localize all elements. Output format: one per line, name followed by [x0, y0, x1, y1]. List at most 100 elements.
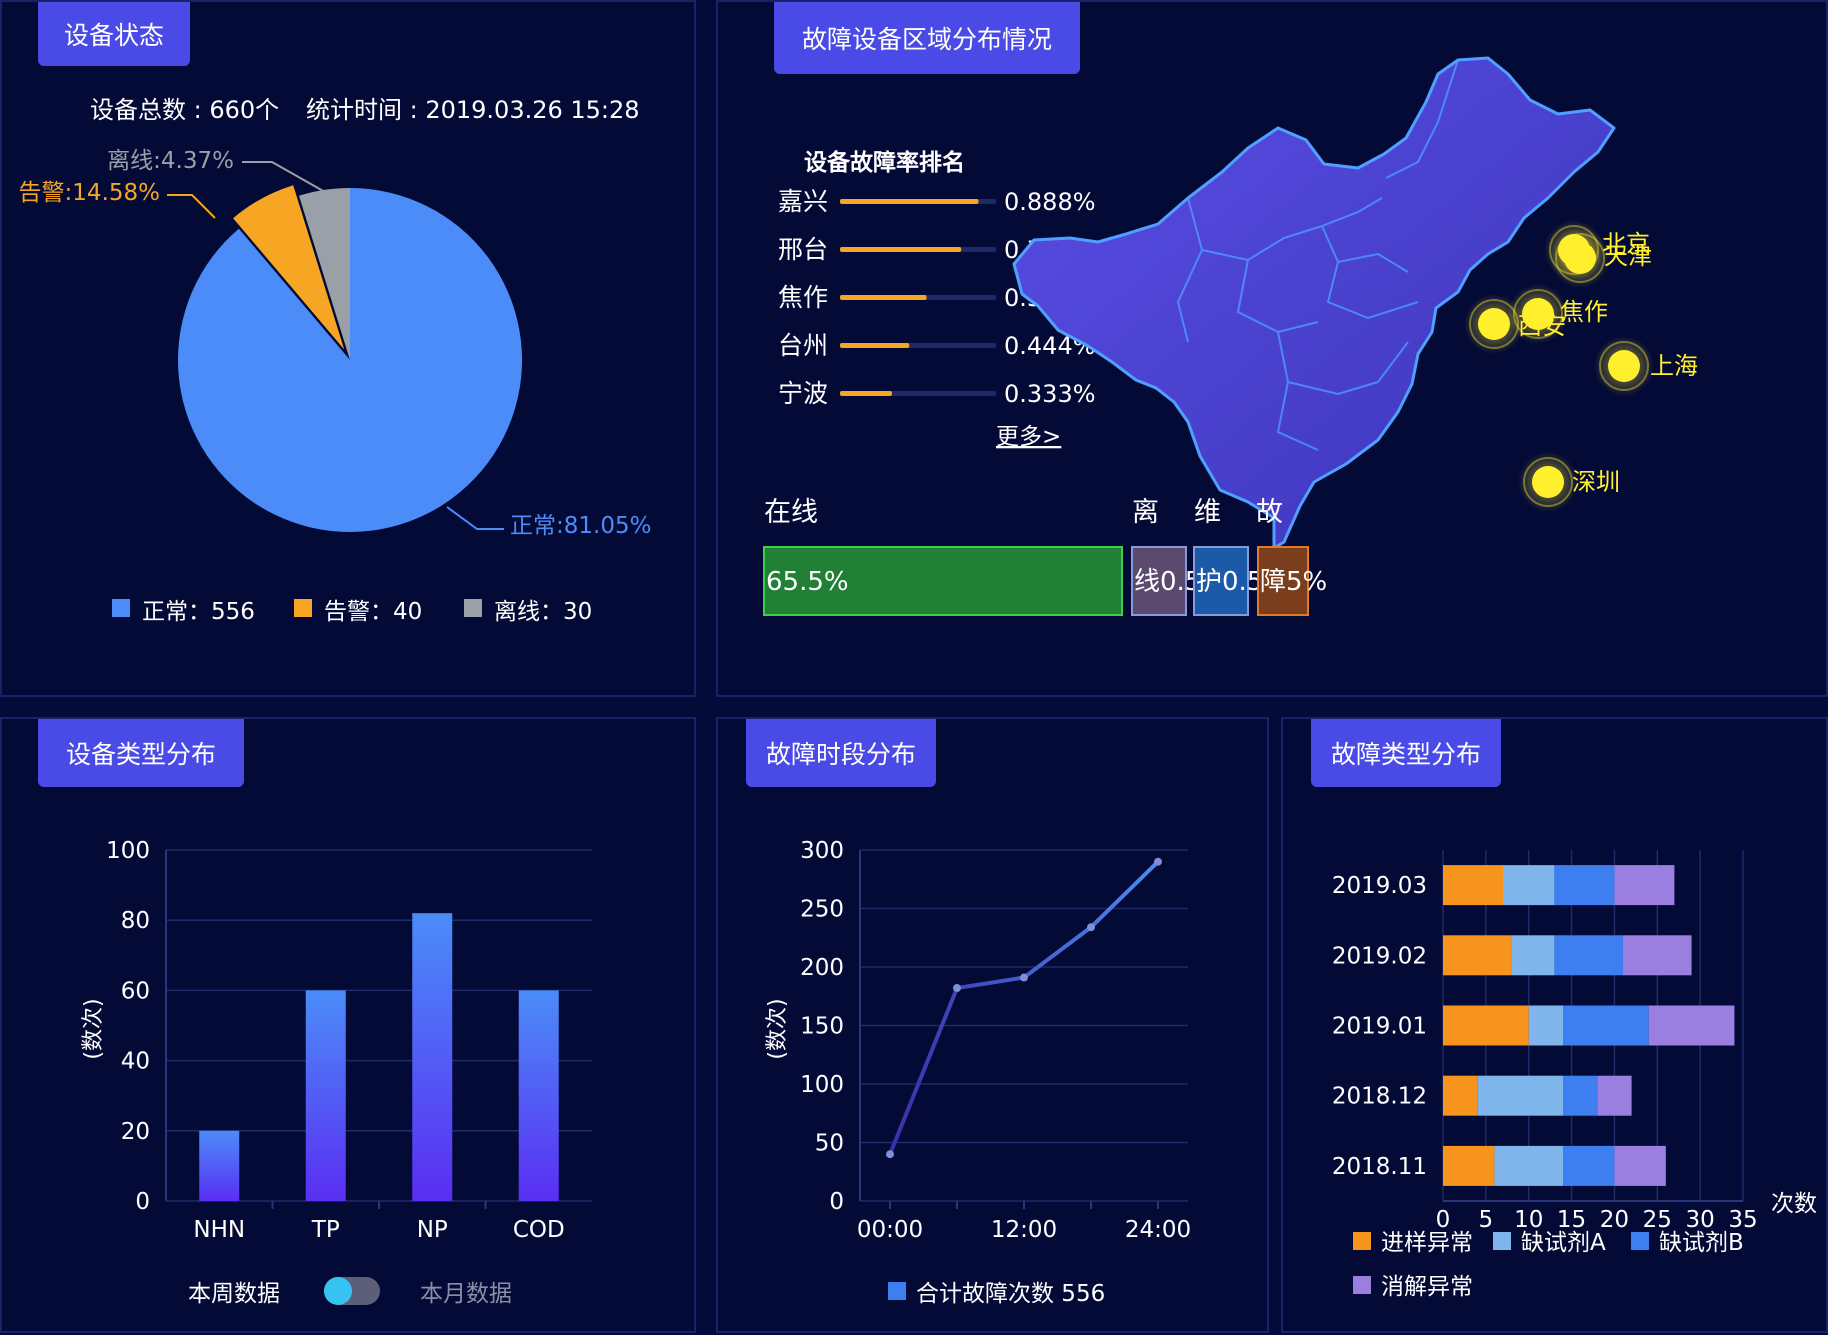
stacked-bar-segment[interactable] [1554, 865, 1615, 906]
stacked-bar-segment[interactable] [1614, 865, 1675, 906]
y-tick: 200 [800, 955, 844, 981]
stacked-bar-segment[interactable] [1563, 1145, 1615, 1186]
status-segment[interactable] [763, 546, 1123, 616]
city-dot[interactable] [1608, 350, 1640, 382]
series-line [888, 860, 1160, 1155]
stacked-bar-segment[interactable] [1614, 1145, 1666, 1186]
stacked-bar-segment[interactable] [1563, 1005, 1649, 1046]
y-tick: 2019.02 [1332, 943, 1427, 969]
stacked-bar-segment[interactable] [1477, 1075, 1563, 1116]
pie-slice-normal[interactable] [178, 188, 523, 532]
y-tick: 100 [800, 1072, 844, 1098]
toggle-label-month[interactable]: 本月数据 [420, 1281, 512, 1307]
slice-label-offline: 离线:4.37% [107, 148, 234, 174]
x-tick: TP [311, 1217, 340, 1243]
y-tick: 100 [106, 838, 150, 864]
pie-slice-alarm[interactable] [233, 185, 345, 350]
city-dot[interactable] [1532, 466, 1564, 498]
x-tick: 00:00 [857, 1217, 923, 1243]
bar[interactable] [518, 990, 559, 1201]
y-tick: 2019.03 [1332, 873, 1427, 899]
legend-alarm: 告警：40 [324, 599, 422, 625]
ranking-city: 宁波 [778, 379, 828, 408]
status-bar-label-maintain: 维 [1194, 497, 1221, 528]
slice-label-alarm: 告警:14.58% [19, 180, 160, 206]
y-tick: 250 [800, 897, 844, 923]
stacked-bar-segment[interactable] [1648, 1005, 1735, 1046]
week-month-toggle[interactable] [324, 1277, 380, 1305]
status-segment[interactable] [1257, 546, 1309, 616]
ranking-bar [840, 247, 962, 252]
y-tick: 2018.12 [1332, 1084, 1427, 1110]
city-dot[interactable] [1564, 242, 1596, 274]
y-tick: 60 [121, 978, 150, 1004]
x-tick: 10 [1514, 1207, 1543, 1233]
slice-label-normal: 正常:81.05% [510, 513, 651, 539]
stacked-bar-segment[interactable] [1563, 1075, 1598, 1116]
pie-slice-offline[interactable] [298, 188, 350, 360]
device-type-bar-chart: 0 20 40 60 80 100 NHN TP NP COD (数次) 本周数据 本月数据 [81, 838, 592, 1307]
stacked-bar-segment[interactable] [1597, 1075, 1632, 1116]
toggle-knob[interactable] [324, 1277, 352, 1305]
x-axis-unit: 次数 [1771, 1191, 1817, 1217]
legend-item[interactable]: 消解异常 [1381, 1274, 1473, 1300]
city-dot[interactable] [1478, 308, 1510, 340]
ranking-bar [840, 391, 892, 396]
map-province-lines [1176, 59, 1459, 451]
fault-time-panel: 故障时段分布 0 50 100 150 200 250 300 00:00 12:00 24:00… [716, 717, 1269, 1333]
bar[interactable] [199, 1130, 240, 1201]
city-ring [1523, 457, 1573, 507]
y-tick: 2019.01 [1332, 1014, 1427, 1040]
stat-time-label: 统计时间 : 2019.03.26 15:28 [306, 96, 640, 124]
legend-item[interactable]: 进样异常 [1381, 1230, 1473, 1256]
status-bar-label-fault: 故 [1256, 497, 1283, 528]
bar[interactable] [412, 913, 453, 1201]
x-tick: NP [417, 1217, 448, 1243]
status-pie-chart: 正常:81.05% 告警:14.58% 离线:4.37% 正常：556 告警：4… [19, 148, 652, 625]
status-segment[interactable] [1131, 546, 1187, 616]
stacked-bar-segment[interactable] [1623, 935, 1692, 976]
city-dot[interactable] [1522, 298, 1554, 330]
stacked-bar-segment[interactable] [1443, 1075, 1478, 1116]
status-segment[interactable] [1193, 546, 1249, 616]
y-axis-label: (数次) [81, 998, 106, 1059]
line-point[interactable] [1020, 973, 1028, 982]
line-point[interactable] [1154, 857, 1162, 866]
stacked-bar-segment[interactable] [1511, 935, 1555, 976]
fault-type-panel: 故障类型分布 0 5 10 15 20 25 30 35 2019.03 2019.02 2019.… [1281, 717, 1828, 1333]
legend-item[interactable]: 缺试剂B [1659, 1230, 1744, 1256]
legend-normal: 正常：556 [142, 599, 255, 625]
toggle-label-week[interactable]: 本周数据 [188, 1281, 280, 1307]
legend-swatch-alarm [294, 599, 312, 617]
status-segment-label: 65.5% [766, 567, 849, 597]
city-label: 北京 [1602, 230, 1650, 258]
legend-swatch [1631, 1232, 1649, 1250]
x-tick: 5 [1479, 1207, 1494, 1233]
line-point[interactable] [886, 1150, 894, 1159]
stacked-bar-segment[interactable] [1443, 935, 1512, 976]
stacked-bar-segment[interactable] [1494, 1145, 1563, 1186]
legend-item[interactable]: 缺试剂A [1521, 1230, 1606, 1256]
stacked-bar-segment[interactable] [1443, 865, 1503, 906]
stacked-bar-segment[interactable] [1528, 1005, 1563, 1046]
x-tick: 20 [1600, 1207, 1629, 1233]
city-label: 上海 [1650, 352, 1698, 380]
stacked-bar-segment[interactable] [1443, 1145, 1495, 1186]
stacked-bar-segment[interactable] [1503, 865, 1555, 906]
stacked-bar-segment[interactable] [1443, 1005, 1529, 1046]
line-point[interactable] [1087, 923, 1095, 932]
bar[interactable] [305, 990, 346, 1201]
stacked-bar-segment[interactable] [1554, 935, 1623, 976]
line-point[interactable] [953, 984, 961, 993]
y-axis-label: (数次) [765, 998, 790, 1059]
device-type-panel: 设备类型分布 0 20 40 60 80 100 NHN TP NP COD (数次) 本周数据 … [0, 717, 696, 1333]
ranking-city: 邢台 [778, 235, 828, 264]
total-devices-label: 设备总数 : 660个 [90, 96, 280, 124]
legend-swatch [1353, 1276, 1371, 1294]
ranking-more-link[interactable]: 更多> [996, 424, 1061, 450]
x-tick: 35 [1728, 1207, 1757, 1233]
region-panel: 故障设备区域分布情况 设备故障率排名 嘉兴0.888%邢台0.777%焦作0.5… [716, 0, 1828, 697]
fault-type-stacked-chart: 0 5 10 15 20 25 30 35 2019.03 2019.02 2019.01 2018.… [1332, 850, 1817, 1300]
city-ring [1555, 233, 1605, 283]
fault-time-line-chart: 0 50 100 150 200 250 300 00:00 12:00 24:00 (数次) 合… [765, 838, 1191, 1307]
